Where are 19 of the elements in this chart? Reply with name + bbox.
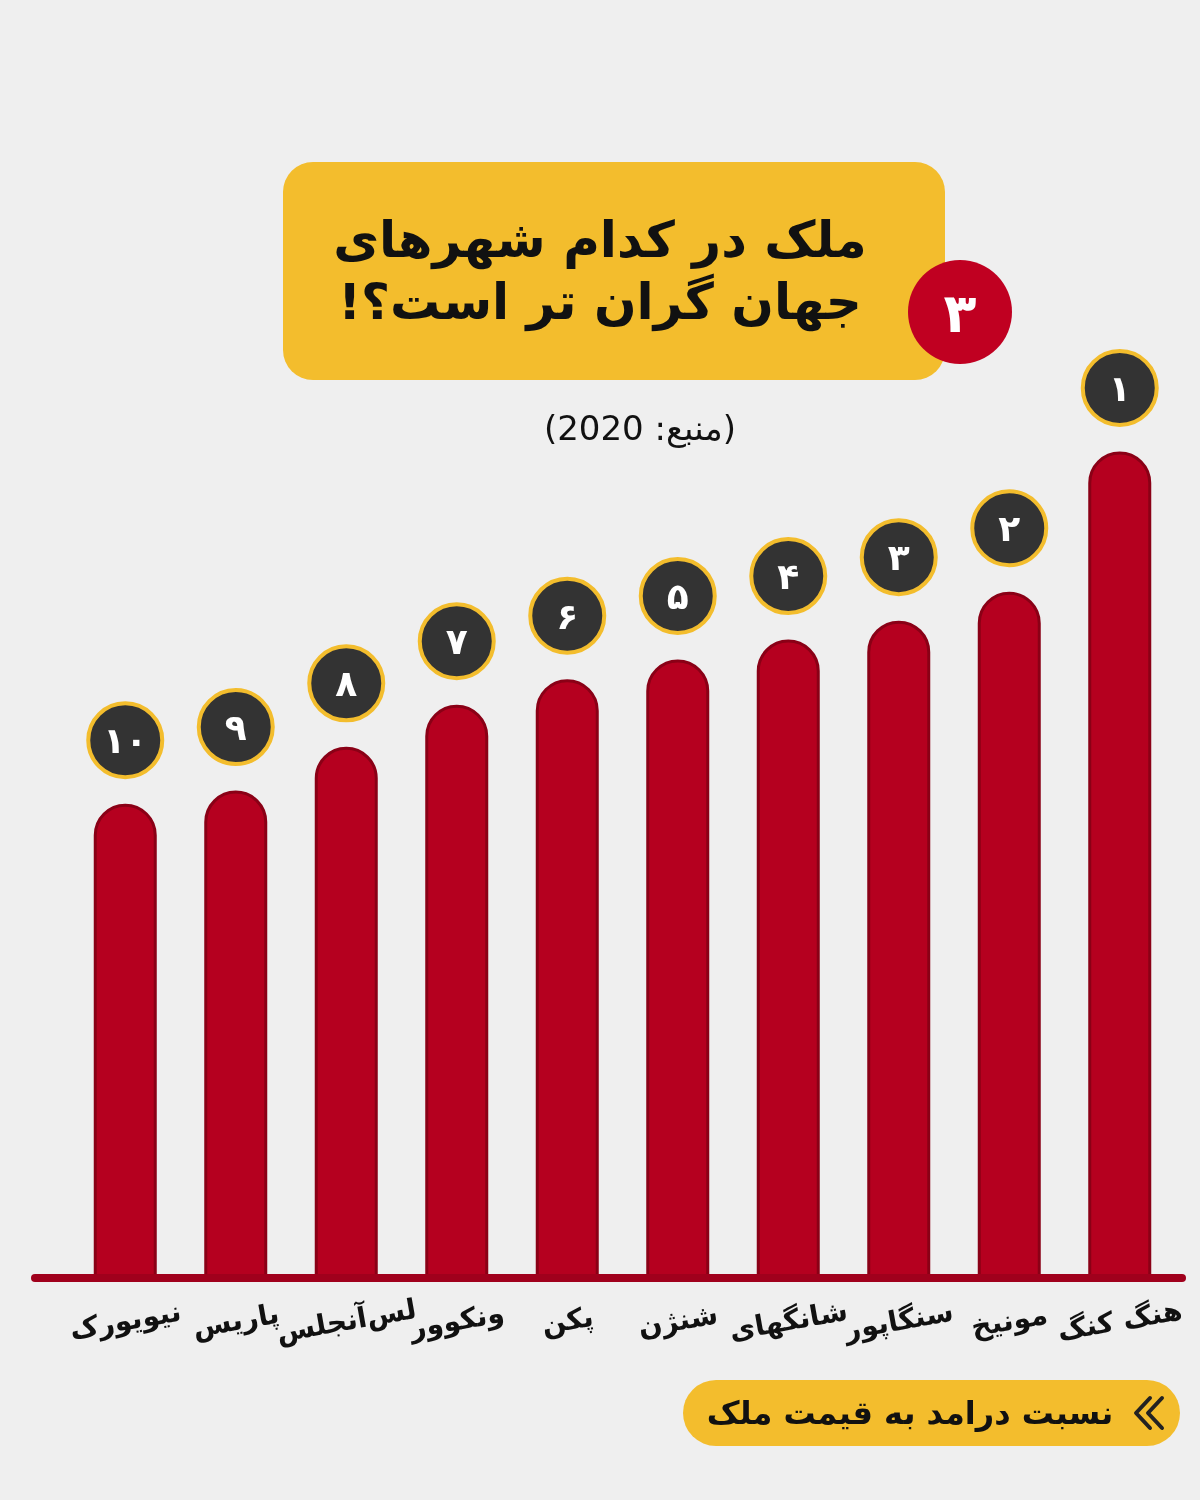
x-tick-label: مونیخ — [968, 1297, 1051, 1344]
annotation: ۲ — [998, 508, 1021, 550]
annotation: ۶ — [556, 595, 579, 637]
text: ۳ — [943, 282, 977, 345]
x-tick-label: هنگ کنگ — [1055, 1293, 1185, 1348]
annotation: ۳ — [887, 537, 910, 579]
text: (منبع: 2020) — [543, 408, 737, 448]
x-tick-label: نیویورک — [67, 1294, 184, 1347]
text: نسبت درامد به قیمت ملک — [706, 1394, 1114, 1432]
annotation: ۴ — [777, 556, 800, 598]
x-tick-label: شنژن — [635, 1297, 721, 1344]
annotation: ۷ — [445, 621, 468, 663]
chart-title: ملک در کدام شهرهای جهان گران تر است؟! — [333, 211, 867, 332]
annotation: ۱۰ — [103, 720, 148, 762]
annotation: ۹ — [224, 707, 247, 749]
annotation: ۱ — [1108, 368, 1131, 409]
annotation: ۵ — [666, 575, 689, 617]
annotation: ۸ — [335, 663, 358, 705]
x-tick-label: پکن — [538, 1299, 596, 1342]
